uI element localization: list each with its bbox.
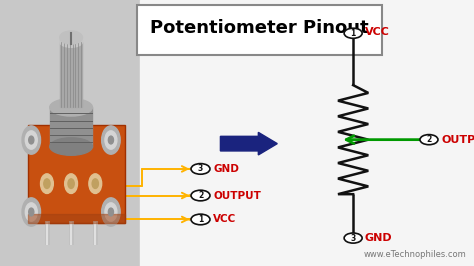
Text: 3: 3 (350, 234, 356, 243)
Text: 3: 3 (198, 164, 203, 173)
Circle shape (105, 203, 117, 221)
Circle shape (191, 190, 210, 201)
Circle shape (191, 214, 210, 225)
Text: Potentiometer Pinout: Potentiometer Pinout (150, 19, 369, 38)
Text: 2: 2 (198, 191, 203, 200)
Circle shape (109, 136, 113, 144)
Circle shape (92, 179, 99, 188)
Ellipse shape (50, 138, 92, 155)
Circle shape (101, 126, 120, 154)
Bar (140, 0, 474, 266)
Circle shape (22, 126, 40, 154)
Text: 1: 1 (198, 215, 203, 224)
FancyBboxPatch shape (137, 5, 382, 55)
Circle shape (420, 135, 438, 145)
Bar (60, 42, 82, 107)
Circle shape (29, 208, 34, 216)
Circle shape (89, 174, 101, 193)
Text: GND: GND (213, 164, 239, 174)
Circle shape (101, 198, 120, 226)
Text: www.eTechnophiles.com: www.eTechnophiles.com (364, 250, 467, 259)
Circle shape (64, 174, 77, 193)
Circle shape (40, 174, 53, 193)
Circle shape (22, 198, 40, 226)
Text: OUTPUT: OUTPUT (441, 135, 474, 145)
Circle shape (68, 179, 74, 188)
Bar (50, 107, 92, 147)
FancyArrow shape (220, 132, 277, 155)
Text: 1: 1 (350, 29, 356, 38)
Text: OUTPUT: OUTPUT (213, 190, 261, 201)
Circle shape (344, 28, 362, 38)
Text: 2: 2 (426, 135, 432, 144)
Circle shape (29, 136, 34, 144)
Circle shape (344, 233, 362, 243)
Circle shape (109, 208, 113, 216)
Bar (28, 125, 125, 223)
Circle shape (105, 131, 117, 149)
Circle shape (191, 164, 210, 174)
Circle shape (44, 179, 50, 188)
Text: GND: GND (365, 233, 392, 243)
Ellipse shape (60, 36, 82, 47)
Circle shape (25, 203, 37, 221)
Text: VCC: VCC (365, 27, 390, 37)
Ellipse shape (60, 31, 82, 44)
Ellipse shape (50, 99, 92, 116)
Bar (28, 214, 125, 223)
Text: VCC: VCC (213, 214, 237, 225)
Circle shape (25, 131, 37, 149)
